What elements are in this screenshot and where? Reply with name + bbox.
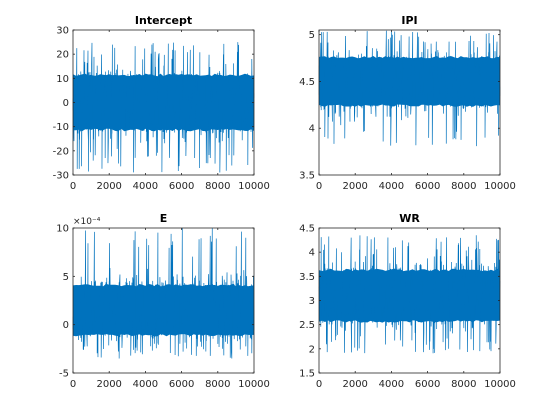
y-tick-label: 4 (309, 124, 315, 135)
axes-box (72, 227, 255, 374)
y-tick-label: -5 (59, 369, 69, 380)
x-tick-label: 6000 (415, 379, 440, 390)
subplot-wr: 0 2000 4000 6000 8000 10000 1.5 2 2.5 3 3.5 4 4.5 WR (299, 212, 516, 390)
subplot-intercept: 0 2000 4000 6000 8000 10000 -30 -20 -10 0 10 20 30 In… (53, 14, 270, 192)
x-tick-label: 6000 (169, 379, 194, 390)
y-tick-label: 1.5 (299, 369, 315, 380)
subplot-title: WR (399, 212, 420, 225)
y-tick-label: 20 (56, 50, 69, 61)
y-tick-label: 2.5 (299, 320, 315, 331)
x-tick-label: 4000 (133, 181, 158, 192)
x-tick-label: 0 (70, 181, 76, 192)
y-tick-label: -10 (53, 122, 69, 133)
subplot-title: Intercept (135, 14, 192, 27)
trace-line-intercept (72, 42, 255, 173)
y-tick-label: 3.5 (299, 272, 315, 283)
subplot-title: E (160, 212, 168, 225)
y-tick-label: 3 (309, 296, 315, 307)
y-tick-label: -30 (53, 171, 69, 182)
x-tick-label: 4000 (379, 379, 404, 390)
x-tick-label: 6000 (169, 181, 194, 192)
y-tick-label: 5 (63, 272, 69, 283)
trace-line-wr (318, 235, 501, 354)
x-tick-label: 10000 (484, 379, 516, 390)
trace-line-e (72, 228, 255, 359)
x-tick-label: 2000 (342, 181, 367, 192)
x-tick-label: 8000 (205, 379, 230, 390)
x-tick-label: 8000 (451, 181, 476, 192)
y-tick-label: 4.5 (299, 77, 315, 88)
x-tick-label: 10000 (238, 181, 270, 192)
x-tick-label: 2000 (96, 181, 121, 192)
y-tick-label: 5 (309, 30, 315, 41)
subplot-title: IPI (401, 14, 417, 27)
y-tick-label: 4.5 (299, 224, 315, 235)
y-exponent-label: ×10⁻⁴ (73, 217, 101, 227)
x-tick-label: 2000 (342, 379, 367, 390)
trace-line-ipi (318, 30, 501, 147)
x-tick-label: 6000 (415, 181, 440, 192)
x-tick-label: 8000 (451, 379, 476, 390)
axes-box (318, 29, 501, 176)
y-tick-label: 4 (309, 248, 315, 259)
x-tick-label: 0 (316, 379, 322, 390)
y-tick-label: 10 (56, 74, 69, 85)
x-tick-label: 0 (70, 379, 76, 390)
x-tick-label: 0 (316, 181, 322, 192)
y-tick-label: 10 (56, 224, 69, 235)
x-tick-label: 10000 (484, 181, 516, 192)
y-tick-label: 3.5 (299, 171, 315, 182)
y-tick-label: -20 (53, 146, 69, 157)
x-tick-label: 8000 (205, 181, 230, 192)
y-tick-label: 2 (309, 344, 315, 355)
x-tick-label: 10000 (238, 379, 270, 390)
x-tick-label: 2000 (96, 379, 121, 390)
y-tick-label: 0 (63, 98, 69, 109)
subplot-ipi: 0 2000 4000 6000 8000 10000 3.5 4 4.5 5 IPI (299, 14, 516, 192)
x-tick-label: 4000 (379, 181, 404, 192)
y-tick-label: 30 (56, 26, 69, 37)
x-tick-label: 4000 (133, 379, 158, 390)
y-tick-label: 0 (63, 320, 69, 331)
